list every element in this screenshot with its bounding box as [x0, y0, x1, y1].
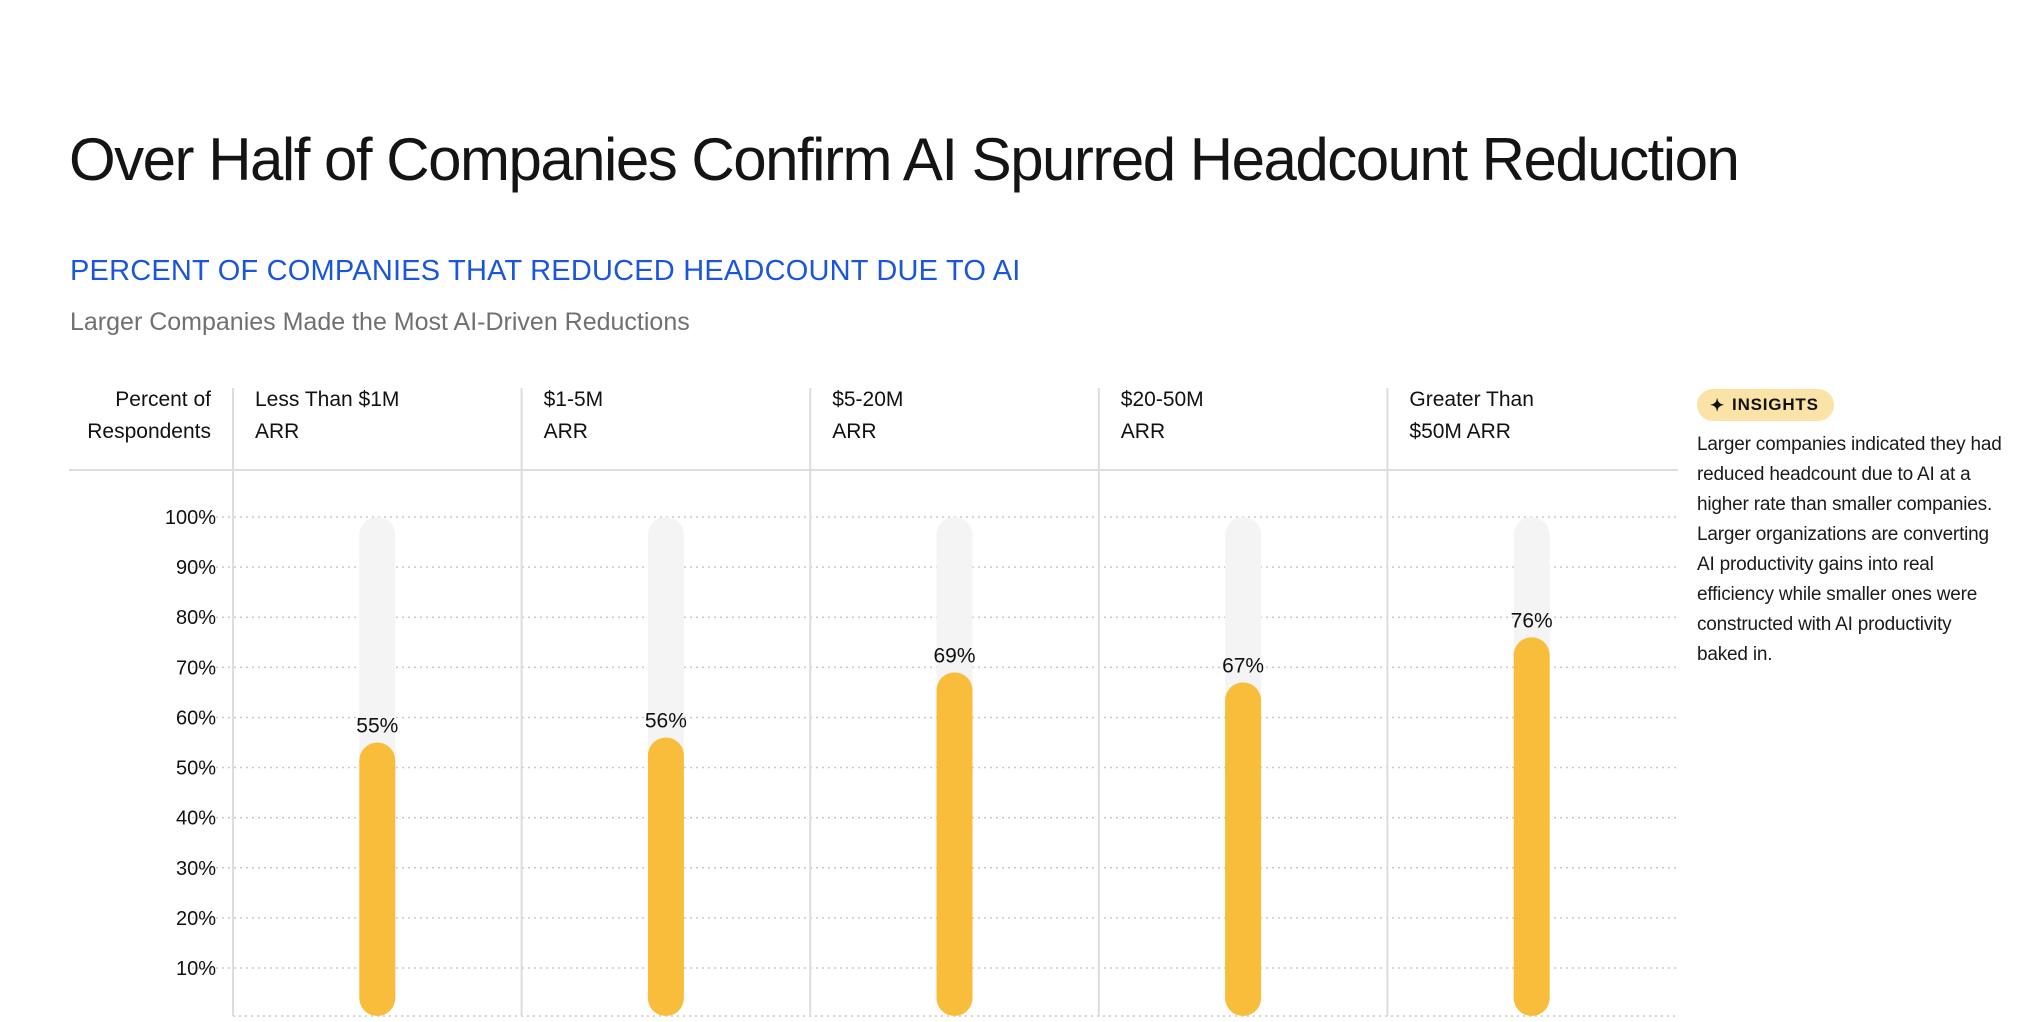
- y-tick-label: 100%: [165, 507, 216, 529]
- y-tick-label: 30%: [176, 858, 216, 880]
- chart-subtitle: PERCENT OF COMPANIES THAT REDUCED HEADCO…: [70, 255, 1021, 287]
- insights-panel: ✦ INSIGHTS Larger companies indicated th…: [1697, 389, 2007, 670]
- page-title: Over Half of Companies Confirm AI Spurre…: [69, 126, 1740, 193]
- bar: [359, 742, 396, 1016]
- category-label: Less Than $1M: [255, 388, 399, 411]
- insights-text: Larger companies indicated they had redu…: [1697, 434, 2002, 665]
- category-label: ARR: [832, 420, 876, 443]
- bar: [1225, 682, 1262, 1016]
- bar: [1513, 637, 1550, 1016]
- y-tick-label: 10%: [176, 958, 216, 980]
- data-label: 76%: [1511, 609, 1553, 632]
- y-tick-label: 50%: [176, 758, 216, 780]
- category-label: $20-50M: [1121, 388, 1204, 411]
- y-axis-label: Percent of: [115, 388, 211, 411]
- insights-badge-label: INSIGHTS: [1732, 395, 1819, 414]
- bar: [936, 672, 973, 1016]
- insights-badge: ✦ INSIGHTS: [1697, 389, 1834, 421]
- y-axis-label: Respondents: [87, 420, 211, 443]
- category-label: $5-20M: [832, 388, 903, 411]
- sparkle-icon: ✦: [1710, 395, 1726, 415]
- data-label: 67%: [1222, 654, 1264, 677]
- bar: [647, 737, 684, 1016]
- category-label: ARR: [1121, 420, 1165, 443]
- y-tick-label: 60%: [176, 707, 216, 729]
- category-label: ARR: [544, 420, 588, 443]
- chart-caption: Larger Companies Made the Most AI-Driven…: [70, 308, 690, 336]
- y-tick-label: 90%: [176, 557, 216, 579]
- headcount-bar-chart: Percent of Respondents 100% 90% 80% 70% 60% 50%…: [69, 388, 1678, 1017]
- data-label: 55%: [356, 715, 398, 738]
- y-tick-label: 40%: [176, 808, 216, 830]
- data-label: 56%: [645, 709, 687, 732]
- category-label: ARR: [255, 420, 299, 443]
- category-label: Greater Than: [1409, 388, 1534, 411]
- category-label: $1-5M: [544, 388, 604, 411]
- y-tick-label: 70%: [176, 657, 216, 679]
- y-tick-label: 80%: [176, 607, 216, 629]
- data-label: 69%: [933, 644, 975, 667]
- category-label: $50M ARR: [1409, 420, 1511, 443]
- y-tick-label: 20%: [176, 908, 216, 930]
